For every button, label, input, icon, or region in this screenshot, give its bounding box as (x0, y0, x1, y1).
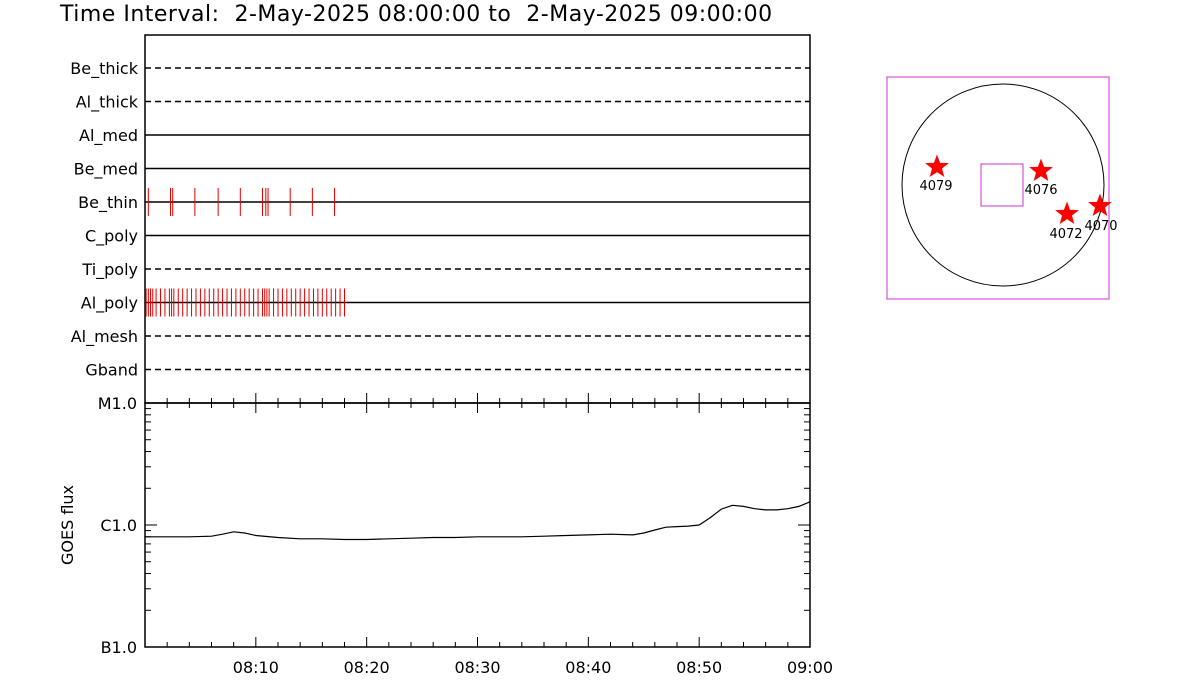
active-region-star (1055, 201, 1079, 225)
channel-label: Ti_poly (81, 260, 138, 280)
y-tick-label: M1.0 (98, 394, 137, 413)
channel-label: Gband (85, 361, 138, 380)
channel-label: Al_thick (76, 93, 139, 113)
map-frame (886, 76, 1110, 300)
channel-label: C_poly (85, 227, 138, 247)
channel-label: Be_thin (78, 193, 138, 213)
channel-label: Al_med (79, 126, 138, 146)
x-tick-label: 08:20 (344, 658, 390, 677)
x-tick-label: 08:30 (454, 658, 500, 677)
timeline-panel-frame (144, 34, 811, 404)
x-tick-label: 09:00 (787, 658, 833, 677)
channel-label: Al_poly (81, 294, 138, 314)
y-tick-label: B1.0 (101, 638, 137, 657)
x-tick-label: 08:40 (565, 658, 611, 677)
x-tick-label: 08:50 (676, 658, 722, 677)
active-region-star (1088, 193, 1112, 217)
y-axis-label: GOES flux (58, 485, 77, 565)
x-tick-label: 08:10 (233, 658, 279, 677)
solar-disk (901, 83, 1105, 287)
channel-label: Al_mesh (71, 327, 138, 347)
y-tick-label: C1.0 (100, 516, 137, 535)
active-region-label: 4070 (1084, 219, 1117, 234)
active-region-star (925, 154, 949, 178)
time-interval-title: Time Interval: 2-May-2025 08:00:00 to 2-… (60, 2, 773, 27)
active-region-label: 4079 (919, 179, 952, 194)
active-region-label: 4076 (1024, 183, 1057, 198)
goes-flux-line (145, 501, 811, 541)
flux-panel-frame (144, 402, 811, 648)
active-region-star (1029, 158, 1053, 182)
field-of-view-box (980, 163, 1024, 207)
active-region-label: 4072 (1049, 227, 1082, 242)
channel-label: Be_med (74, 160, 138, 180)
channel-label: Be_thick (70, 59, 138, 79)
